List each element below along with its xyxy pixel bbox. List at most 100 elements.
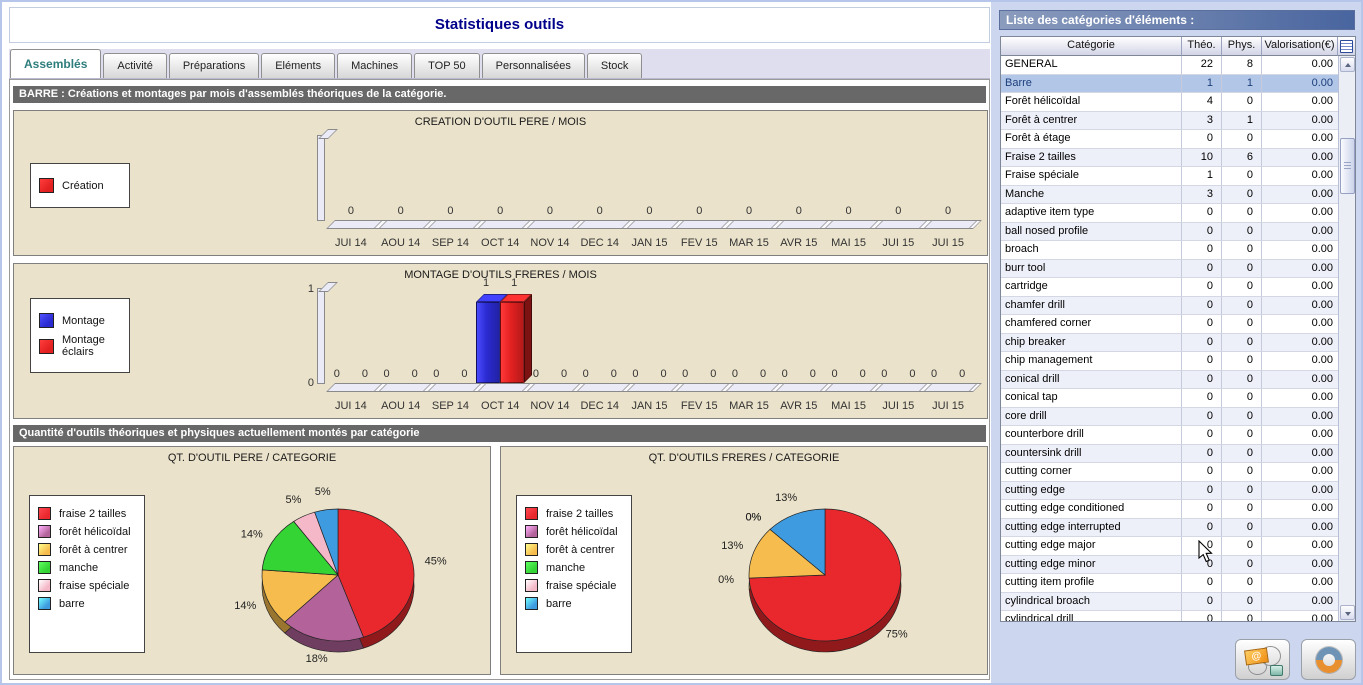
scrollbar-thumb[interactable] — [1340, 138, 1355, 194]
table-row[interactable]: Forêt hélicoïdal400.00 — [1001, 93, 1338, 112]
value-label: 0 — [384, 369, 390, 380]
table-row[interactable]: GENERAL2280.00 — [1001, 56, 1338, 75]
chart-creation-outil-pere: CREATION D'OUTIL PERE / MOISCréation0000… — [13, 110, 988, 256]
value-label: 0 — [632, 369, 638, 380]
column-header[interactable]: Valorisation(€) — [1262, 37, 1338, 56]
x-tick-label: AOU 14 — [376, 237, 426, 250]
category-cell: cylindrical drill — [1001, 611, 1182, 622]
valorisation-cell: 0.00 — [1262, 556, 1338, 575]
column-header[interactable]: Catégorie — [1001, 37, 1182, 56]
tab-eléments[interactable]: Eléments — [261, 53, 335, 78]
phys-cell: 0 — [1222, 500, 1262, 519]
x-tick-label: JUI 15 — [923, 400, 973, 413]
table-row[interactable]: Forêt à étage000.00 — [1001, 130, 1338, 149]
table-row[interactable]: Barre110.00 — [1001, 75, 1338, 94]
tab-stock[interactable]: Stock — [587, 53, 643, 78]
valorisation-cell: 0.00 — [1262, 93, 1338, 112]
table-row[interactable]: chip breaker000.00 — [1001, 334, 1338, 353]
category-cell: broach — [1001, 241, 1182, 260]
table-row[interactable]: Forêt à centrer310.00 — [1001, 112, 1338, 131]
theo-cell: 0 — [1182, 334, 1222, 353]
theo-cell: 0 — [1182, 500, 1222, 519]
category-cell: cartridge — [1001, 278, 1182, 297]
month-column: 00 — [824, 288, 874, 392]
value-label: 0 — [846, 206, 852, 217]
phys-cell: 0 — [1222, 260, 1262, 279]
table-scrollbar[interactable] — [1338, 56, 1355, 621]
table-row[interactable]: Fraise spéciale100.00 — [1001, 167, 1338, 186]
value-labels: 0 — [376, 206, 426, 217]
table-row[interactable]: core drill000.00 — [1001, 408, 1338, 427]
phys-cell: 0 — [1222, 93, 1262, 112]
table-grid-icon[interactable] — [1340, 40, 1353, 53]
category-cell: burr tool — [1001, 260, 1182, 279]
tab-personnalisées[interactable]: Personnalisées — [482, 53, 585, 78]
legend-swatch — [38, 597, 51, 610]
scroll-up-icon[interactable] — [1340, 57, 1355, 72]
value-label: 0 — [412, 369, 418, 380]
column-header[interactable]: Phys. — [1222, 37, 1262, 56]
value-labels: 0 — [774, 206, 824, 217]
pie-chart: 75%0%13%0%0%13% — [687, 463, 967, 671]
category-cell: Fraise 2 tailles — [1001, 149, 1182, 168]
table-row[interactable]: cutting edge minor000.00 — [1001, 556, 1338, 575]
chart-legend: fraise 2 taillesforêt hélicoïdalforêt à … — [516, 495, 632, 653]
month-column: 00 — [724, 288, 774, 392]
table-row[interactable]: chamfer drill000.00 — [1001, 297, 1338, 316]
table-row[interactable]: conical drill000.00 — [1001, 371, 1338, 390]
theo-cell: 0 — [1182, 315, 1222, 334]
valorisation-cell: 0.00 — [1262, 593, 1338, 612]
valorisation-cell: 0.00 — [1262, 611, 1338, 622]
table-row[interactable]: Fraise 2 tailles1060.00 — [1001, 149, 1338, 168]
category-cell: cutting corner — [1001, 463, 1182, 482]
legend-item: fraise spéciale — [525, 579, 623, 592]
theo-cell: 0 — [1182, 593, 1222, 612]
table-row[interactable]: chamfered corner000.00 — [1001, 315, 1338, 334]
table-row[interactable]: broach000.00 — [1001, 241, 1338, 260]
table-row[interactable]: Manche300.00 — [1001, 186, 1338, 205]
tab-top-50[interactable]: TOP 50 — [414, 53, 480, 78]
table-row[interactable]: cutting edge000.00 — [1001, 482, 1338, 501]
table-row[interactable]: ball nosed profile000.00 — [1001, 223, 1338, 242]
table-row[interactable]: counterbore drill000.00 — [1001, 426, 1338, 445]
legend-swatch — [39, 339, 54, 354]
table-row[interactable]: cutting item profile000.00 — [1001, 574, 1338, 593]
email-export-button[interactable]: @ — [1235, 639, 1290, 680]
table-row[interactable]: cutting edge major000.00 — [1001, 537, 1338, 556]
category-cell: cutting edge major — [1001, 537, 1182, 556]
valorisation-cell: 0.00 — [1262, 315, 1338, 334]
valorisation-cell: 0.00 — [1262, 574, 1338, 593]
table-row[interactable]: chip management000.00 — [1001, 352, 1338, 371]
theo-cell: 0 — [1182, 371, 1222, 390]
column-header-icon-cell[interactable] — [1338, 37, 1355, 56]
table-header-row: CatégorieThéo.Phys.Valorisation(€) — [1001, 37, 1355, 56]
tab-assemblés[interactable]: Assemblés — [10, 49, 101, 78]
category-cell: Barre — [1001, 75, 1182, 94]
valorisation-cell: 0.00 — [1262, 537, 1338, 556]
column-header[interactable]: Théo. — [1182, 37, 1222, 56]
theo-cell: 0 — [1182, 408, 1222, 427]
tab-activité[interactable]: Activité — [103, 53, 166, 78]
tab-préparations[interactable]: Préparations — [169, 53, 259, 78]
tab-machines[interactable]: Machines — [337, 53, 412, 78]
table-row[interactable]: countersink drill000.00 — [1001, 445, 1338, 464]
theo-cell: 1 — [1182, 167, 1222, 186]
table-row[interactable]: cutting edge conditioned000.00 — [1001, 500, 1338, 519]
phys-cell: 0 — [1222, 241, 1262, 260]
scroll-down-icon[interactable] — [1340, 605, 1355, 620]
y-tick-label: 0 — [300, 377, 314, 389]
table-row[interactable]: cutting corner000.00 — [1001, 463, 1338, 482]
phys-cell: 0 — [1222, 352, 1262, 371]
table-row[interactable]: cylindrical broach000.00 — [1001, 593, 1338, 612]
table-row[interactable]: cutting edge interrupted000.00 — [1001, 519, 1338, 538]
donut-chart-button[interactable] — [1301, 639, 1356, 680]
table-row[interactable]: cylindrical drill000.00 — [1001, 611, 1338, 622]
x-tick-label: JUI 15 — [923, 237, 973, 250]
table-row[interactable]: burr tool000.00 — [1001, 260, 1338, 279]
value-labels: 00 — [426, 369, 476, 380]
x-tick-label: MAI 15 — [824, 400, 874, 413]
table-row[interactable]: cartridge000.00 — [1001, 278, 1338, 297]
table-row[interactable]: conical tap000.00 — [1001, 389, 1338, 408]
table-row[interactable]: adaptive item type000.00 — [1001, 204, 1338, 223]
value-labels: 0 — [426, 206, 476, 217]
